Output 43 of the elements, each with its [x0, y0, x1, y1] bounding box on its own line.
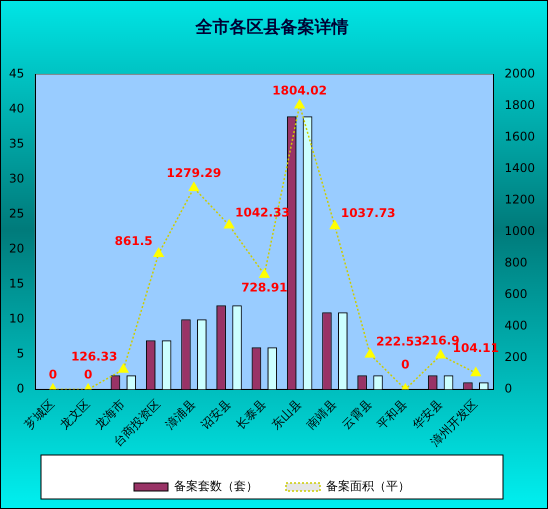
- data-label: 861.5: [114, 234, 153, 248]
- y-tick-label: 30: [8, 172, 24, 186]
- data-label: 1804.02: [272, 83, 327, 98]
- x-tick-label: 漳浦县: [162, 396, 198, 432]
- y-tick-label: 10: [8, 312, 24, 326]
- x-tick-label: 诏安县: [198, 396, 234, 432]
- y-tick-label: 15: [8, 276, 24, 291]
- y2-tick-label: 1800: [504, 98, 536, 112]
- data-label: 0: [401, 358, 410, 372]
- y-tick-label: 5: [16, 346, 24, 361]
- x-tick-label: 芗城区: [22, 396, 58, 432]
- y-tick-label: 20: [8, 242, 24, 256]
- y-tick-label: 25: [8, 206, 24, 221]
- chart-title: 全市各区县备案详情: [194, 16, 348, 38]
- y-tick-label: 40: [8, 102, 24, 116]
- y2-tick-label: 1000: [504, 224, 536, 238]
- y2-tick-label: 1400: [504, 161, 536, 176]
- y2-tick-label: 0: [504, 382, 512, 396]
- y2-tick-label: 200: [504, 350, 528, 364]
- data-label: 126.33: [71, 350, 118, 364]
- y-tick-label: 45: [8, 66, 24, 81]
- x-tick-label: 龙文区: [57, 396, 92, 432]
- data-label: 222.53: [376, 334, 422, 348]
- legend-label: 备案面积（平）: [326, 479, 410, 494]
- data-label: 0: [84, 368, 92, 382]
- y2-tick-label: 400: [504, 318, 528, 333]
- x-tick-label: 云霄县: [339, 396, 374, 432]
- data-label: 0: [48, 368, 58, 382]
- data-label: 1279.29: [166, 166, 222, 180]
- y-tick-label: 0: [16, 382, 24, 396]
- x-tick-label: 南靖县: [304, 396, 340, 432]
- y-tick-label: 35: [8, 136, 24, 151]
- x-tick-label: 平和县: [374, 396, 410, 432]
- x-tick-label: 东山县: [268, 396, 304, 432]
- y2-tick-label: 1600: [504, 130, 536, 144]
- y2-tick-label: 600: [504, 287, 528, 302]
- y2-tick-label: 800: [504, 256, 528, 270]
- y2-tick-label: 2000: [504, 66, 536, 81]
- legend-label: 备案套数（套）: [174, 479, 258, 494]
- data-label: 728.91: [241, 280, 288, 295]
- data-label: 1037.73: [340, 206, 396, 220]
- y2-tick-label: 1200: [504, 192, 536, 207]
- x-tick-label: 长泰县: [233, 396, 269, 432]
